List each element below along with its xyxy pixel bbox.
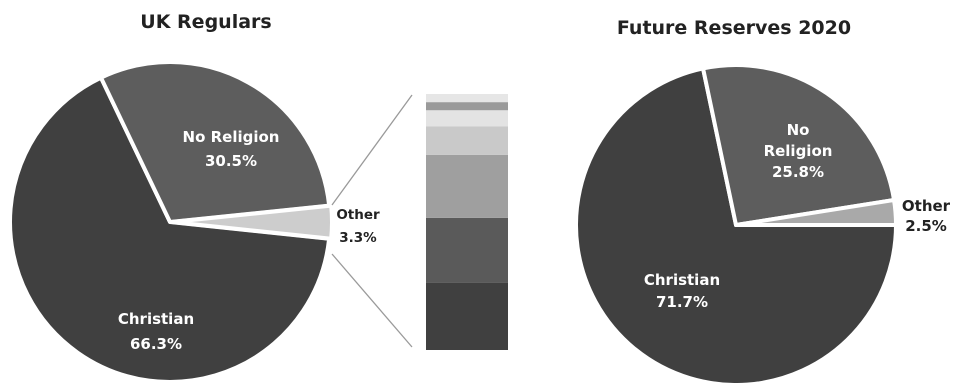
- breakdown-connector-bottom: [331, 253, 413, 348]
- breakdown-segment: [426, 102, 508, 111]
- pie-slice-other: [734, 197, 898, 227]
- pie-slice-christian: [8, 75, 332, 383]
- breakdown-segment: [426, 126, 508, 155]
- fr-no-label: No: [787, 121, 810, 139]
- uk-other-value: 3.3%: [339, 230, 377, 246]
- uk-no-religion-value: 30.5%: [205, 152, 257, 170]
- breakdown-segment: [426, 217, 508, 283]
- breakdown-connector-top: [331, 94, 413, 206]
- uk-no-religion-label: No Religion: [183, 128, 280, 146]
- fr-christian-label: Christian: [644, 271, 720, 289]
- future-reserves-pie: Future Reserves 2020 No Religion 25.8% C…: [574, 17, 951, 383]
- future-reserves-title: Future Reserves 2020: [617, 17, 851, 39]
- breakdown-segment: [426, 282, 508, 350]
- fr-christian-value: 71.7%: [656, 293, 708, 311]
- uk-christian-label: Christian: [118, 310, 194, 328]
- uk-christian-value: 66.3%: [130, 335, 182, 353]
- fr-other-value: 2.5%: [905, 217, 947, 235]
- pie-slice-other: [170, 203, 334, 241]
- fr-religion-label: Religion: [764, 142, 833, 160]
- uk-other-label: Other: [336, 207, 380, 223]
- other-breakdown-bar: [426, 94, 508, 350]
- breakdown-segment: [426, 110, 508, 127]
- uk-regulars-pie: UK Regulars No Religion 30.5% Christian …: [8, 11, 380, 383]
- fr-no-religion-value: 25.8%: [772, 163, 824, 181]
- uk-regulars-title: UK Regulars: [140, 11, 271, 33]
- pie-slice-no-religion: [98, 60, 332, 224]
- fr-other-label: Other: [902, 197, 951, 215]
- breakdown-segment: [426, 94, 508, 103]
- breakdown-segment: [426, 154, 508, 218]
- pie-slice-no-religion: [701, 63, 897, 227]
